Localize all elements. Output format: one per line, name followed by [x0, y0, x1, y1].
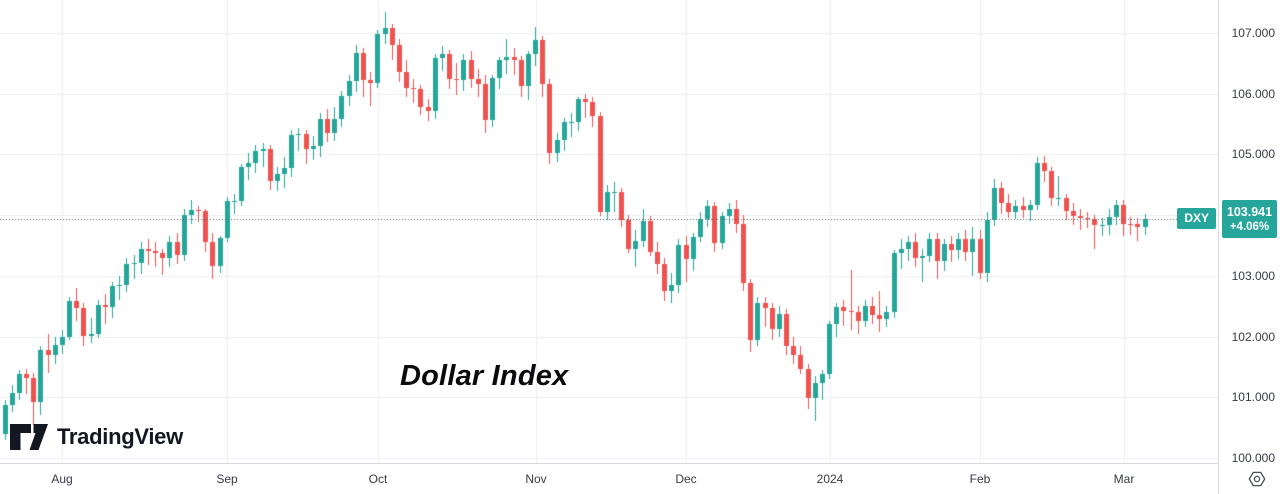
- tradingview-logo-text: TradingView: [57, 424, 183, 449]
- y-axis-tick-label: 106.000: [1231, 87, 1275, 101]
- symbol-label-badge: DXY: [1177, 208, 1216, 229]
- tradingview-logo[interactable]: TradingView: [10, 424, 183, 450]
- last-price-label: 103.941 +4.06%: [1222, 200, 1277, 238]
- x-axis-tick-label: Dec: [675, 472, 697, 486]
- hexagon-settings-icon: [1248, 471, 1265, 487]
- axis-corner: [1219, 464, 1280, 494]
- chart-title-watermark: Dollar Index: [400, 360, 569, 392]
- tradingview-logo-icon: [10, 424, 48, 450]
- price-scale-border: [1218, 0, 1219, 494]
- y-axis-tick-label: 107.000: [1231, 26, 1275, 40]
- x-axis-tick-label: Sep: [216, 472, 238, 486]
- time-scale-border: [0, 463, 1219, 464]
- candlestick-canvas[interactable]: [0, 0, 1218, 463]
- price-change-percent: +4.06%: [1229, 220, 1270, 233]
- x-axis-tick-label: Mar: [1113, 472, 1135, 486]
- y-axis-tick-label: 100.000: [1231, 451, 1275, 465]
- y-axis-tick-label: 102.000: [1231, 330, 1275, 344]
- x-axis-tick-label: Nov: [525, 472, 547, 486]
- x-axis-tick-label: Feb: [969, 472, 991, 486]
- x-axis-tick-label: 2024: [816, 472, 844, 486]
- pane-settings-button[interactable]: [1246, 468, 1268, 490]
- price-scale[interactable]: 103.941 +4.06% 107.000 106.000 105.000 103.…: [1219, 0, 1280, 465]
- y-axis-tick-label: 105.000: [1231, 147, 1275, 161]
- chart-pane[interactable]: Dollar Index TradingView DXY: [0, 0, 1218, 463]
- time-scale[interactable]: Aug Sep Oct Nov Dec 2024 Feb Mar: [0, 464, 1218, 494]
- last-price-value: 103.941: [1226, 204, 1273, 219]
- y-axis-tick-label: 101.000: [1231, 390, 1275, 404]
- x-axis-tick-label: Oct: [368, 472, 388, 486]
- y-axis-tick-label: 103.000: [1231, 269, 1275, 283]
- x-axis-tick-label: Aug: [51, 472, 73, 486]
